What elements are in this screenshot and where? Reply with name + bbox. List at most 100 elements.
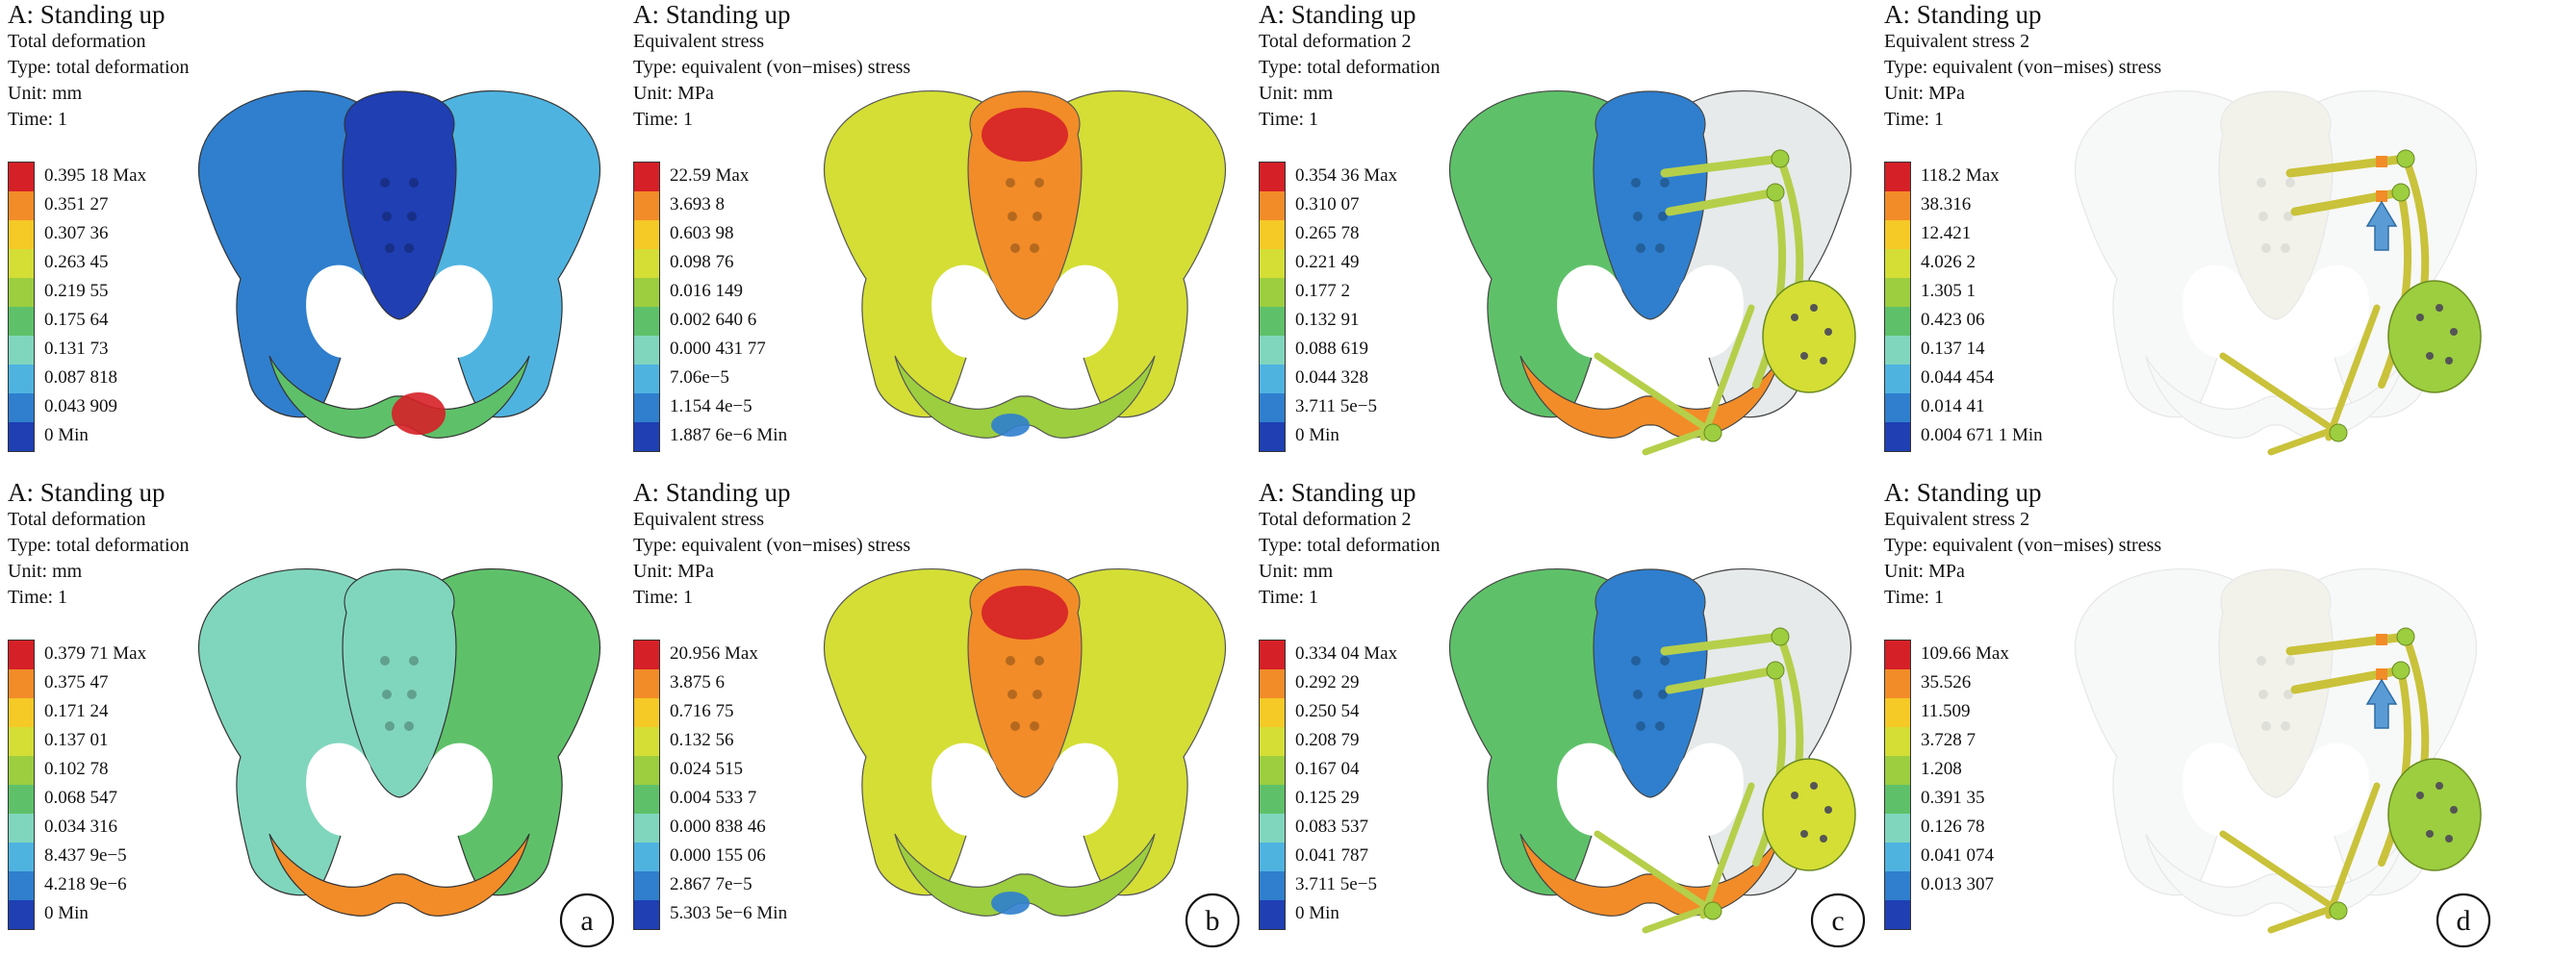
obturator-foramen-right: [1675, 742, 1744, 836]
legend-swatch: [1885, 756, 1910, 785]
analysis-title: A: Standing up: [1259, 0, 1416, 29]
result-info: Time: 1: [8, 109, 68, 130]
fixation-rod: [1642, 902, 1717, 934]
result-info: Type: equivalent (von−mises) stress: [633, 57, 911, 78]
legend-swatch: [1885, 698, 1910, 727]
obturator-foramen-right: [2301, 264, 2369, 358]
sacral-foramen: [1030, 243, 1039, 253]
result-info: Unit: mm: [8, 83, 83, 104]
legend-label: 0.044 454: [1921, 367, 1994, 388]
legend-label: 0.351 27: [44, 194, 109, 214]
fixation-rod: [1699, 304, 1755, 441]
legend-colorbar: [633, 162, 660, 452]
sacral-foramen: [380, 178, 390, 188]
sacral-foramen: [1633, 212, 1643, 221]
legend-label: 0.088 619: [1295, 339, 1368, 359]
sacral-foramen: [1636, 243, 1645, 253]
legend-swatch: [634, 814, 659, 843]
legend-swatch: [634, 669, 659, 698]
fea-panel: A: Standing up Total deformation Type: tot…: [0, 0, 625, 478]
screw-hole: [2426, 352, 2434, 360]
sacral-foramen: [2283, 212, 2293, 221]
result-info: Equivalent stress 2: [1884, 31, 2030, 52]
screw-hole: [1824, 806, 1832, 814]
color-legend: 118.2 Max 38.316 12.421 4.026 2 1.305 1 0.423…: [1884, 162, 2192, 456]
analysis-title: A: Standing up: [1884, 0, 2042, 29]
legend-label: 11.509: [1921, 701, 1971, 721]
obturator-foramen-left: [931, 742, 1000, 836]
legend-label: 0.043 909: [44, 396, 117, 416]
legend-label: 0.395 18 Max: [44, 165, 147, 186]
screw-hole: [2445, 357, 2453, 365]
obturator-foramen-left: [1557, 742, 1625, 836]
legend-label: 0.167 04: [1295, 759, 1360, 779]
panel-label-badge: a: [559, 893, 615, 948]
screw-hole: [2426, 830, 2434, 838]
legend-label: 0.177 2: [1295, 281, 1350, 301]
legend-swatch: [1260, 698, 1285, 727]
legend-label: 0 Min: [44, 425, 89, 445]
screw-hole: [2416, 314, 2424, 321]
legend-label: 0.004 671 1 Min: [1921, 425, 2043, 445]
sacral-foramen: [1660, 178, 1670, 188]
legend-label: 3.711 5e−5: [1295, 874, 1377, 894]
legend-label: 3.711 5e−5: [1295, 396, 1377, 416]
sacral-foramen: [2261, 721, 2271, 731]
legend-label: 3.875 6: [670, 672, 725, 692]
pubic-arch: [894, 833, 1156, 917]
sacrum: [2218, 90, 2334, 320]
legend-label: 0.137 14: [1921, 339, 1985, 359]
sacrum: [1593, 90, 1708, 320]
legend-label: 0.603 98: [670, 223, 734, 243]
badge-circle: [2436, 893, 2491, 948]
legend-swatch: [634, 785, 659, 814]
pubic-arch: [268, 833, 530, 917]
legend-label: 0.375 47: [44, 672, 109, 692]
legend-swatch: [9, 900, 34, 929]
legend-label: 0.098 76: [670, 252, 734, 272]
sacral-foramen: [1631, 656, 1641, 666]
rod-joint: [2396, 149, 2415, 168]
legend-swatch: [9, 393, 34, 422]
result-header: A: Standing up Total deformation 2 Type: t…: [1259, 0, 1721, 133]
stress-peak: [2376, 190, 2387, 202]
sacral-foramen: [2281, 243, 2290, 253]
legend-swatch: [634, 641, 659, 669]
model-render: [2074, 89, 2482, 456]
fea-panel: A: Standing up Total deformation Type: tot…: [0, 478, 625, 956]
legend-swatch: [634, 220, 659, 249]
result-info: Unit: MPa: [1884, 83, 1965, 104]
legend-label: 0.250 54: [1295, 701, 1360, 721]
panel-letter: b: [1206, 905, 1220, 937]
legend-swatch: [1885, 307, 1910, 336]
obturator-foramen-left: [1557, 264, 1625, 358]
sacral-foramen: [1655, 243, 1665, 253]
sacral-foramen: [407, 212, 417, 221]
legend-swatch: [634, 756, 659, 785]
result-info: Type: equivalent (von−mises) stress: [633, 535, 911, 556]
pelvis-model: [197, 89, 601, 439]
model-render: [2074, 567, 2482, 934]
legend-swatch: [1260, 220, 1285, 249]
sacral-foramen: [1010, 243, 1020, 253]
legend-label: 0.137 01: [44, 730, 109, 750]
sacral-foramen: [1033, 690, 1042, 699]
result-info: Total deformation 2: [1259, 509, 1412, 530]
left-ilium: [2074, 567, 2282, 896]
legend-label: 3.693 8: [670, 194, 725, 214]
legend-label: 0 Min: [1295, 425, 1339, 445]
rod-joint: [1766, 661, 1785, 680]
color-legend: 0.395 18 Max 0.351 27 0.307 36 0.263 45 0.21…: [8, 162, 316, 456]
legend-swatch: [634, 278, 659, 307]
screw-hole: [1800, 352, 1808, 360]
sacral-foramen: [2261, 243, 2271, 253]
legend-label: 0.016 149: [670, 281, 743, 301]
pubic-arch: [268, 355, 530, 439]
legend-label: 22.59 Max: [670, 165, 750, 186]
legend-colorbar: [8, 640, 35, 930]
legend-label: 1.208: [1921, 759, 1962, 779]
legend-label: 12.421: [1921, 223, 1972, 243]
fea-panel: A: Standing up Total deformation 2 Type: t…: [1251, 0, 1876, 478]
legend-swatch: [1260, 249, 1285, 278]
sacral-foramen: [404, 243, 414, 253]
